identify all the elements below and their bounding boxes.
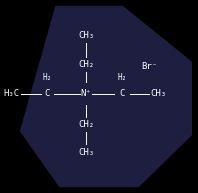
Text: CH₃: CH₃	[150, 89, 167, 98]
Text: CH₃: CH₃	[78, 31, 94, 40]
Text: H₂: H₂	[117, 73, 126, 82]
Text: CH₂: CH₂	[78, 60, 94, 69]
Text: C: C	[45, 89, 50, 98]
Text: CH₂: CH₂	[78, 120, 94, 129]
Text: CH₃: CH₃	[78, 148, 94, 157]
Text: N⁺: N⁺	[81, 89, 91, 98]
Text: C: C	[119, 89, 125, 98]
Text: H₃C: H₃C	[4, 89, 20, 98]
Text: Br⁻: Br⁻	[141, 62, 158, 71]
Polygon shape	[20, 6, 192, 187]
Text: H₂: H₂	[43, 73, 52, 82]
